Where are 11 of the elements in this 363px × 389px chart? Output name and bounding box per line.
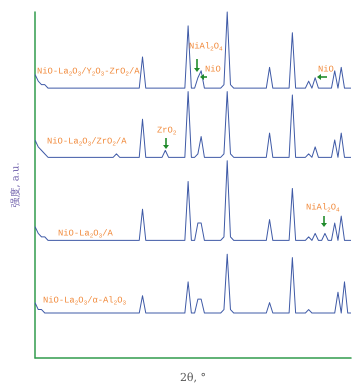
text: NiO-La$_{2}$O$_{3}$/Y$_{2}$O$_{3}$-ZrO$_{2}$/A [37, 66, 140, 78]
x-axis-title: 2θ, ° [180, 371, 206, 384]
series-label: NiO-La$_{2}$O$_{3}$/α-Al$_{2}$O$_{3}$ [43, 296, 126, 308]
annotation: NiAl$_{2}$O$_{4}$ [189, 42, 223, 54]
series-label: NiO-La$_{2}$O$_{3}$/ZrO$_{2}$/A [47, 136, 126, 150]
annotation: NiO [318, 64, 334, 76]
annotation: NiAl$_{2}$O$_{4}$ [306, 202, 340, 216]
annotation: NiO [205, 64, 221, 76]
annotation: ZrO$_{2}$ [157, 126, 176, 138]
series-label: NiO-La$_{2}$O$_{3}$/A [58, 228, 113, 242]
y-axis-title: 强度, a.u. [10, 162, 22, 208]
